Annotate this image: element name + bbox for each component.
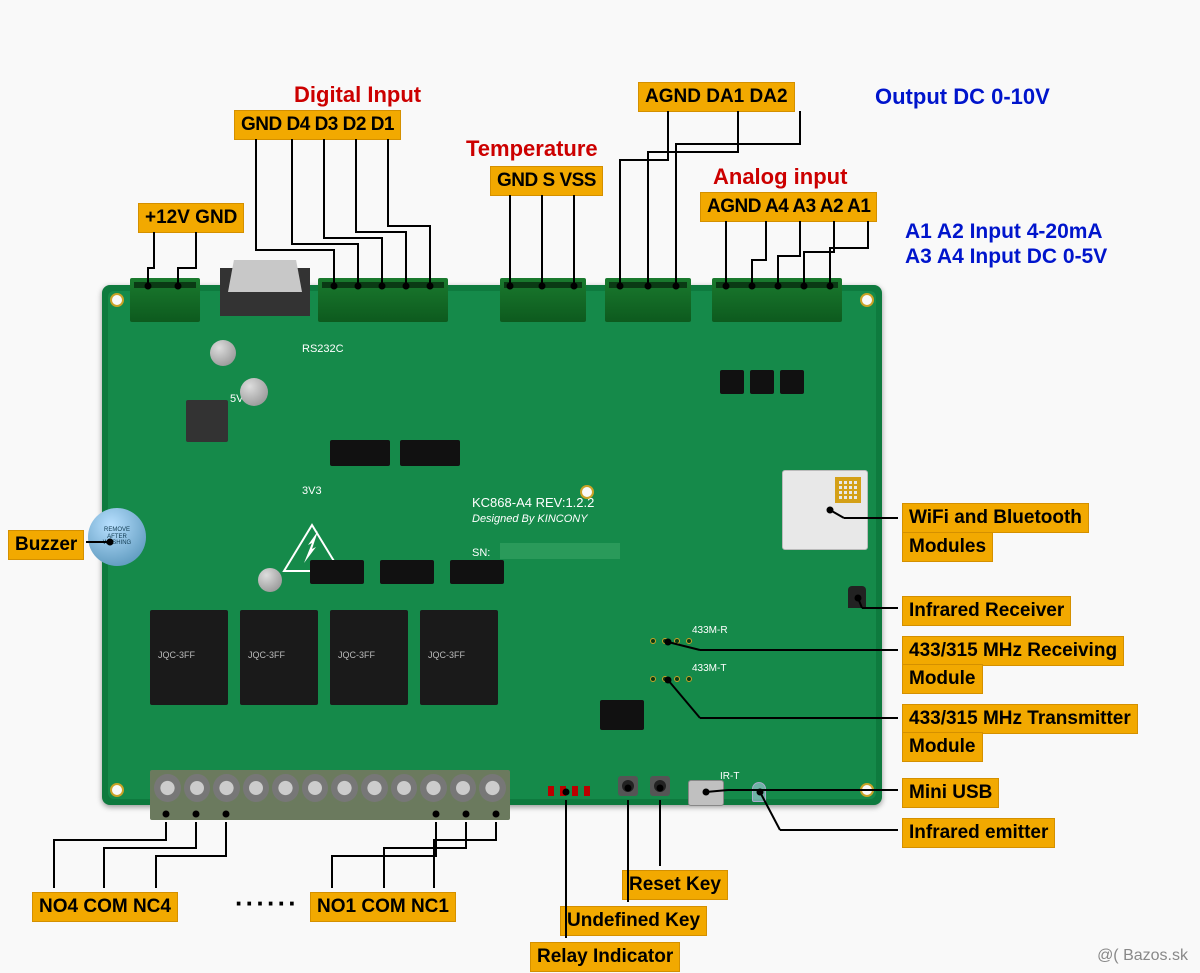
relay-terminal: [150, 770, 510, 820]
heading-analog-input: Analog input: [713, 164, 847, 190]
capacitor: [240, 378, 268, 406]
hole: [860, 783, 874, 797]
relay-led: [560, 786, 566, 796]
label-digital: GND D4 D3 D2 D1: [234, 110, 401, 140]
label-relay-ind: Relay Indicator: [530, 942, 680, 972]
heading-digital-input: Digital Input: [294, 82, 421, 108]
label-adc: AGND A4 A3 A2 A1: [700, 192, 877, 222]
label-temp: GND S VSS: [490, 166, 603, 196]
relay-led: [572, 786, 578, 796]
conn-power: [130, 278, 200, 322]
label-rfrx-1: 433/315 MHz Receiving: [902, 636, 1124, 666]
wifi-bt-module: [782, 470, 868, 550]
silk-sn: SN:: [472, 547, 490, 559]
relay-led: [584, 786, 590, 796]
pcb-surface: [108, 291, 876, 799]
mini-usb: [688, 780, 724, 806]
silk-board-id: KC868-A4 REV:1.2.2: [472, 495, 594, 510]
reset-key[interactable]: [650, 776, 670, 796]
relay-k2: [240, 610, 318, 705]
capacitor: [210, 340, 236, 366]
rf-rx-header: [650, 638, 692, 644]
label-dots: ······: [235, 888, 299, 919]
relay-k4: [420, 610, 498, 705]
silk-rs232: RS232C: [302, 343, 344, 355]
ir-emitter: [752, 782, 766, 802]
label-relay4: NO4 COM NC4: [32, 892, 178, 922]
ic: [450, 560, 504, 584]
silk-433r: 433M-R: [692, 625, 728, 636]
conn-temperature: [500, 278, 586, 322]
heading-temperature: Temperature: [466, 136, 598, 162]
label-usb: Mini USB: [902, 778, 999, 808]
hole: [580, 485, 594, 499]
label-rfrx-2: Module: [902, 664, 983, 694]
label-buzzer: Buzzer: [8, 530, 84, 560]
ic: [310, 560, 364, 584]
buzzer: [88, 508, 146, 566]
rf-tx-header: [650, 676, 692, 682]
silk-433t: 433M-T: [692, 663, 726, 674]
label-rftx-2: Module: [902, 732, 983, 762]
conn-adc: [712, 278, 842, 322]
label-ir-rx: Infrared Receiver: [902, 596, 1071, 626]
ic-small: [780, 370, 804, 394]
watermark: @( Bazos.sk: [1097, 947, 1188, 965]
undefined-key[interactable]: [618, 776, 638, 796]
hole: [110, 783, 124, 797]
label-ir-em: Infrared emitter: [902, 818, 1055, 848]
label-rftx-1: 433/315 MHz Transmitter: [902, 704, 1138, 734]
label-reset: Reset Key: [622, 870, 728, 900]
label-dac: AGND DA1 DA2: [638, 82, 795, 112]
inductor: [186, 400, 228, 442]
label-undef: Undefined Key: [560, 906, 707, 936]
label-wifi-1: WiFi and Bluetooth: [902, 503, 1089, 533]
silk-designer: Designed By KINCONY: [472, 513, 588, 525]
sn-mask: [500, 543, 620, 559]
relay-k1: [150, 610, 228, 705]
conn-digital: [318, 278, 448, 322]
conn-dac: [605, 278, 691, 322]
heading-a1a2: A1 A2 Input 4-20mA: [905, 220, 1103, 244]
label-wifi-2: Modules: [902, 532, 993, 562]
ic: [330, 440, 390, 466]
relay-k3: [330, 610, 408, 705]
ic-small: [750, 370, 774, 394]
screw-row: [154, 774, 506, 802]
ic-small: [720, 370, 744, 394]
heading-a3a4: A3 A4 Input DC 0-5V: [905, 245, 1107, 269]
capacitor: [258, 568, 282, 592]
ic: [380, 560, 434, 584]
label-power: +12V GND: [138, 203, 244, 233]
relay-led: [548, 786, 554, 796]
ir-receiver: [848, 586, 866, 608]
ic: [600, 700, 644, 730]
hole: [110, 293, 124, 307]
ic: [400, 440, 460, 466]
rs232-port: [220, 268, 310, 316]
hole: [860, 293, 874, 307]
heading-output-dc: Output DC 0-10V: [875, 84, 1050, 110]
silk-3v3: 3V3: [302, 485, 322, 497]
label-relay1: NO1 COM NC1: [310, 892, 456, 922]
